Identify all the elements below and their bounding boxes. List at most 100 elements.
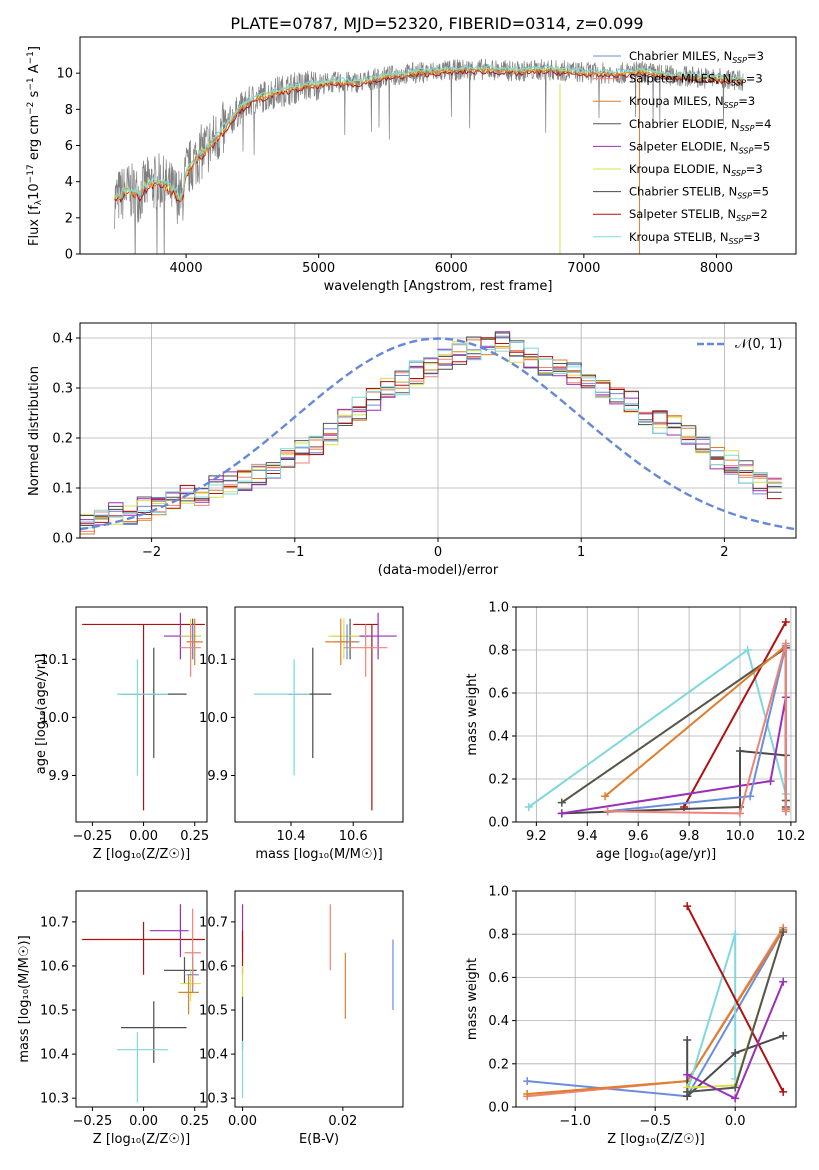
weight-line bbox=[686, 933, 737, 1093]
weight-marker bbox=[557, 798, 566, 807]
legend-sub: SSP bbox=[731, 169, 746, 178]
weight-marker bbox=[683, 1087, 692, 1096]
x-tick-label: −0.25 bbox=[72, 829, 112, 844]
y-axis-label-part: −1 bbox=[26, 51, 36, 64]
y-tick-label: 10.3 bbox=[40, 1092, 69, 1107]
y-tick-label: 9.9 bbox=[48, 769, 69, 784]
weight-marker bbox=[766, 777, 775, 786]
y-tick-label: 0.3 bbox=[52, 382, 73, 397]
y-tick-label: 0.0 bbox=[52, 532, 73, 547]
legend-sub: SSP bbox=[729, 237, 744, 246]
x-tick-label: 10.4 bbox=[277, 829, 306, 844]
histogram-step bbox=[80, 341, 782, 538]
weight-marker bbox=[731, 1049, 740, 1057]
x-tick-label: 0.00 bbox=[129, 1114, 158, 1129]
plot-area bbox=[82, 612, 205, 811]
y-tick-label: 0.2 bbox=[488, 773, 509, 788]
legend-name: Chabrier STELIB, N bbox=[629, 185, 737, 199]
legend-sub: SSP bbox=[740, 124, 755, 133]
y-axis-label-part: erg cm bbox=[27, 115, 42, 164]
x-axis-label: Z [log₁₀(Z/Z☉)] bbox=[93, 1132, 190, 1147]
y-axis-label-part: s bbox=[27, 90, 42, 101]
legend-label: Chabrier MILES, NSSP=3 bbox=[629, 49, 764, 65]
mass-vs-EBV-panel: 0.00 0.02 10.3 10.4 10.5 10.6 10.7 E(B-V) bbox=[199, 890, 404, 1147]
figure-title: PLATE=0787, MJD=52320, FIBERID=0314, z=0… bbox=[230, 14, 643, 33]
y-tick-label: 6 bbox=[65, 139, 73, 154]
plot-area bbox=[114, 58, 744, 254]
model-line bbox=[114, 64, 744, 202]
plot-area bbox=[241, 904, 394, 1099]
plot-area bbox=[80, 331, 796, 538]
weight-line bbox=[607, 642, 787, 815]
y-tick-label: 1.0 bbox=[488, 885, 509, 900]
x-tick-label: 10.0 bbox=[726, 829, 755, 844]
y-tick-label: 10.3 bbox=[199, 1092, 228, 1107]
x-tick-label: 4000 bbox=[170, 261, 203, 276]
plot-area bbox=[523, 902, 788, 1103]
x-tick-label: 9.6 bbox=[628, 829, 649, 844]
x-tick-label: 0.02 bbox=[328, 1114, 357, 1129]
x-axis-label: wavelength [Angstrom, rest frame] bbox=[324, 279, 553, 294]
legend-value: =5 bbox=[752, 185, 769, 199]
y-tick-label: 10.4 bbox=[199, 1048, 228, 1063]
y-axis-label: Normed distribution bbox=[27, 366, 42, 496]
x-tick-label: 8000 bbox=[700, 261, 733, 276]
x-tick-label: 2 bbox=[720, 545, 728, 560]
y-axis-label-part: A bbox=[27, 64, 42, 77]
y-tick-label: 0.8 bbox=[488, 644, 509, 659]
weight-line bbox=[683, 621, 787, 808]
legend-value: =4 bbox=[755, 117, 772, 131]
weight-marker bbox=[731, 1094, 740, 1103]
age-vs-Z-panel: −0.25 0.00 0.25 9.9 10.0 10.1 Z [log₁₀(Z/Z☉)] a… bbox=[34, 606, 209, 862]
y-tick-label: 9.9 bbox=[207, 769, 228, 784]
x-tick-label: 0.0 bbox=[725, 1114, 746, 1129]
weight-marker bbox=[523, 1077, 532, 1086]
y-tick-label: 0.0 bbox=[488, 816, 509, 831]
x-tick-label: 7000 bbox=[567, 261, 600, 276]
weight-marker bbox=[736, 747, 744, 756]
y-tick-label: 0.4 bbox=[488, 730, 509, 745]
x-tick-label: −1.0 bbox=[559, 1114, 591, 1129]
x-tick-label: 5000 bbox=[302, 261, 335, 276]
legend-label: Kroupa ELODIE, NSSP=3 bbox=[629, 162, 763, 178]
legend-name: Kroupa STELIB, N bbox=[629, 230, 729, 244]
x-tick-label: 0.00 bbox=[129, 829, 158, 844]
x-tick-label: −2 bbox=[142, 545, 161, 560]
model-line bbox=[114, 68, 744, 203]
axes-frame bbox=[75, 890, 208, 1108]
legend-value: =3 bbox=[738, 94, 755, 108]
y-tick-label: 10.6 bbox=[199, 959, 228, 974]
legend-sub: SSP bbox=[732, 56, 747, 65]
legend-value: =2 bbox=[751, 207, 768, 221]
mass-vs-Z-panel: −0.25 0.00 0.25 10.3 10.4 10.5 10.6 10.7 Z [log₁… bbox=[17, 890, 209, 1147]
weight-marker bbox=[781, 639, 790, 648]
legend-label: Kroupa STELIB, NSSP=3 bbox=[629, 230, 760, 246]
y-tick-label: 10.7 bbox=[199, 915, 228, 930]
legend-value: =3 bbox=[743, 230, 760, 244]
age-vs-mass-panel: 10.4 10.6 9.9 10.0 10.1 mass [log₁₀(M/M☉)] bbox=[199, 606, 404, 862]
y-axis-label: mass [log₁₀(M/M☉)] bbox=[17, 935, 32, 1062]
weight-marker bbox=[779, 1087, 788, 1096]
y-tick-label: 10.0 bbox=[40, 711, 69, 726]
x-tick-label: 0.25 bbox=[180, 1114, 209, 1129]
y-tick-label: 10.6 bbox=[40, 959, 69, 974]
plot-area bbox=[82, 904, 205, 1103]
x-tick-label: 9.8 bbox=[679, 829, 700, 844]
y-tick-label: 0.6 bbox=[488, 971, 509, 986]
y-tick-label: 0.4 bbox=[488, 1014, 509, 1029]
y-tick-label: 2 bbox=[65, 211, 73, 226]
legend-value: =5 bbox=[753, 139, 770, 153]
model-line bbox=[114, 67, 744, 204]
legend-name: Chabrier MILES, N bbox=[629, 49, 732, 63]
x-axis-label: mass [log₁₀(M/M☉)] bbox=[255, 847, 382, 862]
legend-name: Salpeter ELODIE, N bbox=[629, 139, 739, 153]
x-tick-label: 0 bbox=[434, 545, 442, 560]
y-tick-label: 10.4 bbox=[40, 1048, 69, 1063]
weight-marker bbox=[779, 977, 788, 986]
y-tick-label: 10.0 bbox=[199, 711, 228, 726]
legend-sub: SSP bbox=[731, 79, 746, 88]
x-tick-label: 10.6 bbox=[339, 829, 368, 844]
weight-marker bbox=[603, 807, 612, 816]
legend-value: =3 bbox=[746, 162, 763, 176]
legend-sub: SSP bbox=[724, 101, 739, 110]
